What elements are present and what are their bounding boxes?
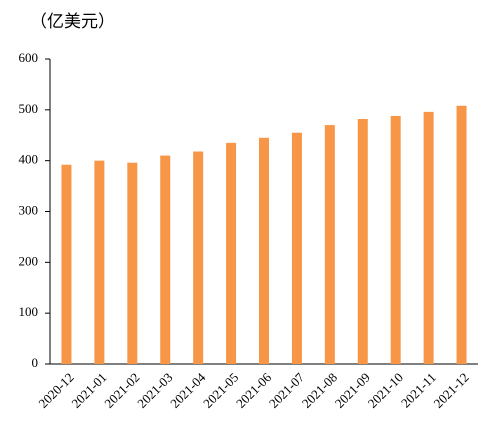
y-tick-label: 500 [19,101,39,116]
bar [390,115,401,364]
x-tick-label: 2021-06 [233,369,275,411]
x-tick-label: 2021-12 [431,370,472,411]
bar [423,111,434,364]
x-tick-label: 2021-02 [101,370,142,411]
x-tick-label: 2021-09 [332,370,373,411]
x-tick-label: 2021-08 [299,370,340,411]
bar [94,160,105,364]
bar [160,155,171,364]
y-tick-label: 0 [32,355,39,370]
bar [357,118,368,364]
x-tick-label: 2021-07 [266,369,308,411]
x-tick-label: 2021-03 [134,370,175,411]
bar [259,137,269,364]
bar [291,132,302,364]
bar [127,162,138,364]
bar [61,164,72,364]
y-tick-label: 600 [19,50,39,65]
x-tick-label: 2021-11 [398,370,439,411]
x-tick-label: 2021-04 [167,369,209,411]
x-tick-label: 2021-01 [68,370,109,411]
bar [456,105,467,365]
x-tick-label: 2021-10 [365,370,406,411]
bar [226,142,237,364]
x-tick-label: 2021-05 [200,370,241,411]
bar [324,125,335,364]
y-tick-label: 100 [19,304,39,319]
bar [193,151,204,364]
y-tick-label: 300 [19,202,39,217]
y-tick-label: 400 [19,152,39,167]
x-tick-label: 2020-12 [35,370,76,411]
y-tick-label: 200 [19,253,39,268]
unit-label: （亿美元） [30,12,115,32]
